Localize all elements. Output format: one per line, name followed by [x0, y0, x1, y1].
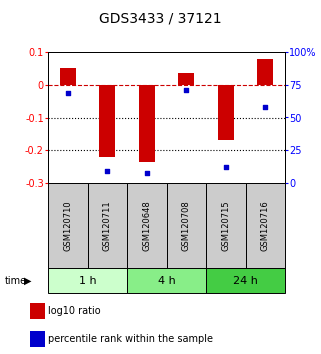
Text: GSM120711: GSM120711	[103, 200, 112, 251]
Point	[263, 104, 268, 110]
Bar	[178, 73, 194, 85]
Text: 4 h: 4 h	[158, 275, 175, 285]
Bar	[206, 183, 246, 268]
Bar	[127, 183, 167, 268]
Bar	[48, 268, 127, 293]
Text: GSM120710: GSM120710	[63, 200, 72, 251]
Bar	[246, 183, 285, 268]
Point	[223, 165, 228, 170]
Bar	[88, 183, 127, 268]
Point	[184, 87, 189, 93]
Text: log10 ratio: log10 ratio	[48, 306, 101, 316]
Point	[144, 170, 149, 175]
Text: 24 h: 24 h	[233, 275, 258, 285]
Bar	[218, 85, 234, 141]
Point	[105, 169, 110, 174]
Bar	[30, 303, 45, 319]
Bar	[48, 183, 88, 268]
Bar	[127, 268, 206, 293]
Bar	[206, 268, 285, 293]
Bar	[30, 331, 45, 347]
Bar	[257, 59, 273, 85]
Text: ▶: ▶	[23, 275, 31, 285]
Bar	[139, 85, 155, 162]
Point	[65, 90, 70, 96]
Bar	[60, 68, 76, 85]
Bar	[167, 183, 206, 268]
Bar	[100, 85, 115, 158]
Text: GSM120708: GSM120708	[182, 200, 191, 251]
Text: GDS3433 / 37121: GDS3433 / 37121	[99, 11, 222, 25]
Text: 1 h: 1 h	[79, 275, 96, 285]
Text: GSM120716: GSM120716	[261, 200, 270, 251]
Text: GSM120648: GSM120648	[142, 200, 151, 251]
Text: time: time	[5, 275, 27, 285]
Text: GSM120715: GSM120715	[221, 200, 230, 251]
Text: percentile rank within the sample: percentile rank within the sample	[48, 334, 213, 344]
